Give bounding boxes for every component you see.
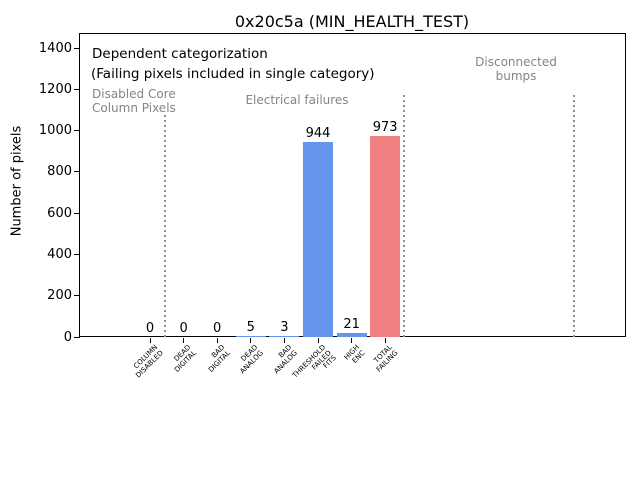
separator-line: [164, 115, 167, 337]
x-tick-label: TOTAL FAILING: [372, 343, 400, 374]
y-tick: [74, 88, 80, 90]
separator-line: [403, 95, 406, 337]
y-tick: [74, 130, 80, 132]
y-tick-label: 600: [47, 205, 72, 221]
bar-value-label: 0: [145, 321, 155, 336]
x-tick: [149, 338, 151, 343]
x-tick-label: HIGH ENC: [342, 343, 366, 365]
y-tick-label: 200: [47, 288, 72, 304]
bar-value-label: 0: [213, 321, 222, 336]
bar: [269, 336, 300, 337]
y-axis-label: Number of pixels: [9, 125, 25, 237]
y-tick-label: 1400: [38, 40, 72, 56]
bar: [235, 336, 266, 337]
bar: [336, 333, 367, 337]
y-tick: [74, 212, 80, 214]
x-tick-label: THRESHOLD FAILED FITS: [290, 343, 338, 380]
annotation-dependent-categorization: Dependent categorization: [92, 46, 268, 62]
y-tick: [74, 295, 80, 297]
bar: [303, 142, 333, 337]
chart-title: 0x20c5a (MIN_HEALTH_TEST): [234, 12, 470, 31]
y-tick-label: 1200: [38, 81, 72, 97]
y-tick-label: 1000: [38, 123, 72, 139]
y-tick: [74, 336, 80, 338]
x-tick: [216, 338, 218, 343]
x-tick: [183, 338, 185, 343]
y-tick: [74, 171, 80, 173]
bar-value-label: 3: [280, 320, 289, 336]
y-tick-label: 400: [47, 246, 72, 262]
bar-value-label: 5: [246, 319, 255, 335]
bar-value-label: 944: [305, 126, 331, 142]
x-tick: [250, 338, 252, 343]
annotation-disconnected-bumps: Disconnected bumps: [475, 55, 557, 83]
annotation-electrical-failures: Electrical failures: [245, 93, 349, 107]
x-tick: [317, 338, 319, 343]
y-tick: [74, 253, 80, 255]
y-tick-label: 0: [63, 329, 72, 345]
bar-value-label: 0: [179, 321, 188, 336]
x-tick: [283, 338, 285, 343]
x-tick-label: COLUMN DISABLED: [131, 343, 165, 380]
y-tick-label: 800: [47, 164, 72, 180]
x-tick-label: BAD DIGITAL: [206, 343, 232, 374]
x-tick-label: DEAD DIGITAL: [172, 343, 198, 374]
bar-value-label: 973: [372, 120, 398, 136]
x-tick: [384, 338, 386, 343]
annotation-failing-pixels-note: (Failing pixels included in single categ…: [91, 66, 375, 82]
bar-value-label: 21: [343, 316, 360, 332]
x-tick: [351, 338, 353, 343]
y-tick: [74, 47, 80, 49]
separator-line: [573, 95, 576, 337]
bar: [370, 136, 401, 337]
annotation-disabled-core-column-pixels: Disabled Core Column Pixels: [92, 87, 176, 115]
x-tick-label: DEAD ANALOG: [238, 343, 266, 376]
